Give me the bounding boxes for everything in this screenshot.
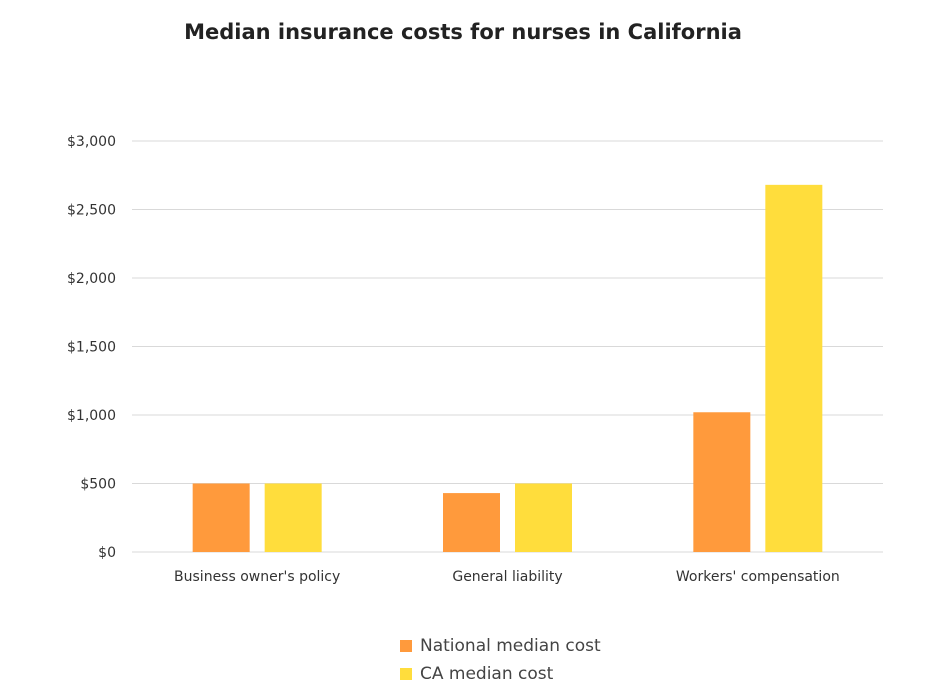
- bar-national: [443, 493, 500, 552]
- y-tick-label: $0: [98, 545, 116, 561]
- x-category-label: Workers' compensation: [676, 569, 840, 585]
- bars: [192, 184, 823, 552]
- bar-national: [192, 483, 250, 552]
- legend-label-national: National median cost: [420, 636, 601, 656]
- y-axis-ticks: $0 $500 $1,000 $1,500 $2,000 $2,500 $3,000: [67, 134, 116, 561]
- legend-item-national: National median cost: [400, 632, 601, 660]
- y-tick-label: $1,000: [67, 408, 116, 424]
- chart-title: Median insurance costs for nurses in Cal…: [184, 20, 742, 44]
- x-axis-categories: Business owner's policy General liability…: [174, 569, 840, 585]
- y-tick-label: $2,000: [67, 271, 116, 287]
- x-category-label: General liability: [452, 569, 562, 585]
- bar-national: [693, 412, 751, 552]
- legend-label-ca: CA median cost: [420, 664, 554, 684]
- bar-ca: [765, 184, 823, 552]
- bar-ca: [515, 483, 572, 552]
- y-tick-label: $1,500: [67, 340, 116, 356]
- legend-swatch-national: [400, 640, 412, 652]
- legend: National median cost CA median cost: [400, 632, 601, 688]
- legend-swatch-ca: [400, 668, 412, 680]
- legend-item-ca: CA median cost: [400, 660, 601, 688]
- y-tick-label: $2,500: [67, 203, 116, 219]
- x-category-label: Business owner's policy: [174, 569, 340, 585]
- y-tick-label: $3,000: [67, 134, 116, 150]
- bar-chart: $0 $500 $1,000 $1,500 $2,000 $2,500 $3,000 Bus…: [67, 134, 883, 585]
- y-tick-label: $500: [80, 477, 116, 493]
- bar-ca: [264, 483, 322, 552]
- gridlines: [132, 140, 883, 553]
